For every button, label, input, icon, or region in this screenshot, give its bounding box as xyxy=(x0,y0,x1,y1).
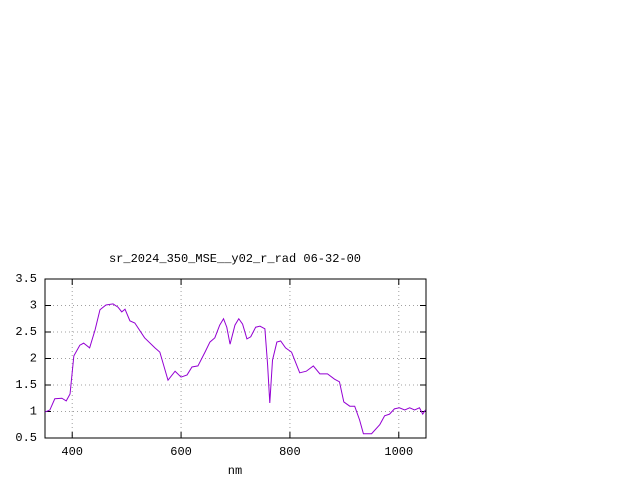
y-tick-label: 0.5 xyxy=(15,431,37,445)
x-axis-label: nm xyxy=(228,464,242,478)
y-tick-label: 2.5 xyxy=(15,325,37,339)
y-tick-label: 3 xyxy=(30,299,37,313)
x-tick-label: 400 xyxy=(61,445,83,459)
plot-frame xyxy=(44,278,427,439)
y-tick-label: 3.5 xyxy=(15,272,37,286)
chart-title: sr_2024_350_MSE__y02_r_rad 06-32-00 xyxy=(109,252,361,266)
y-tick-label: 2 xyxy=(30,352,37,366)
x-tick-label: 800 xyxy=(279,445,301,459)
data-line xyxy=(44,303,426,435)
y-tick-label: 1.5 xyxy=(15,378,37,392)
y-tick-label: 1 xyxy=(30,405,37,419)
x-tick-label: 1000 xyxy=(384,445,413,459)
x-tick-label: 600 xyxy=(170,445,192,459)
